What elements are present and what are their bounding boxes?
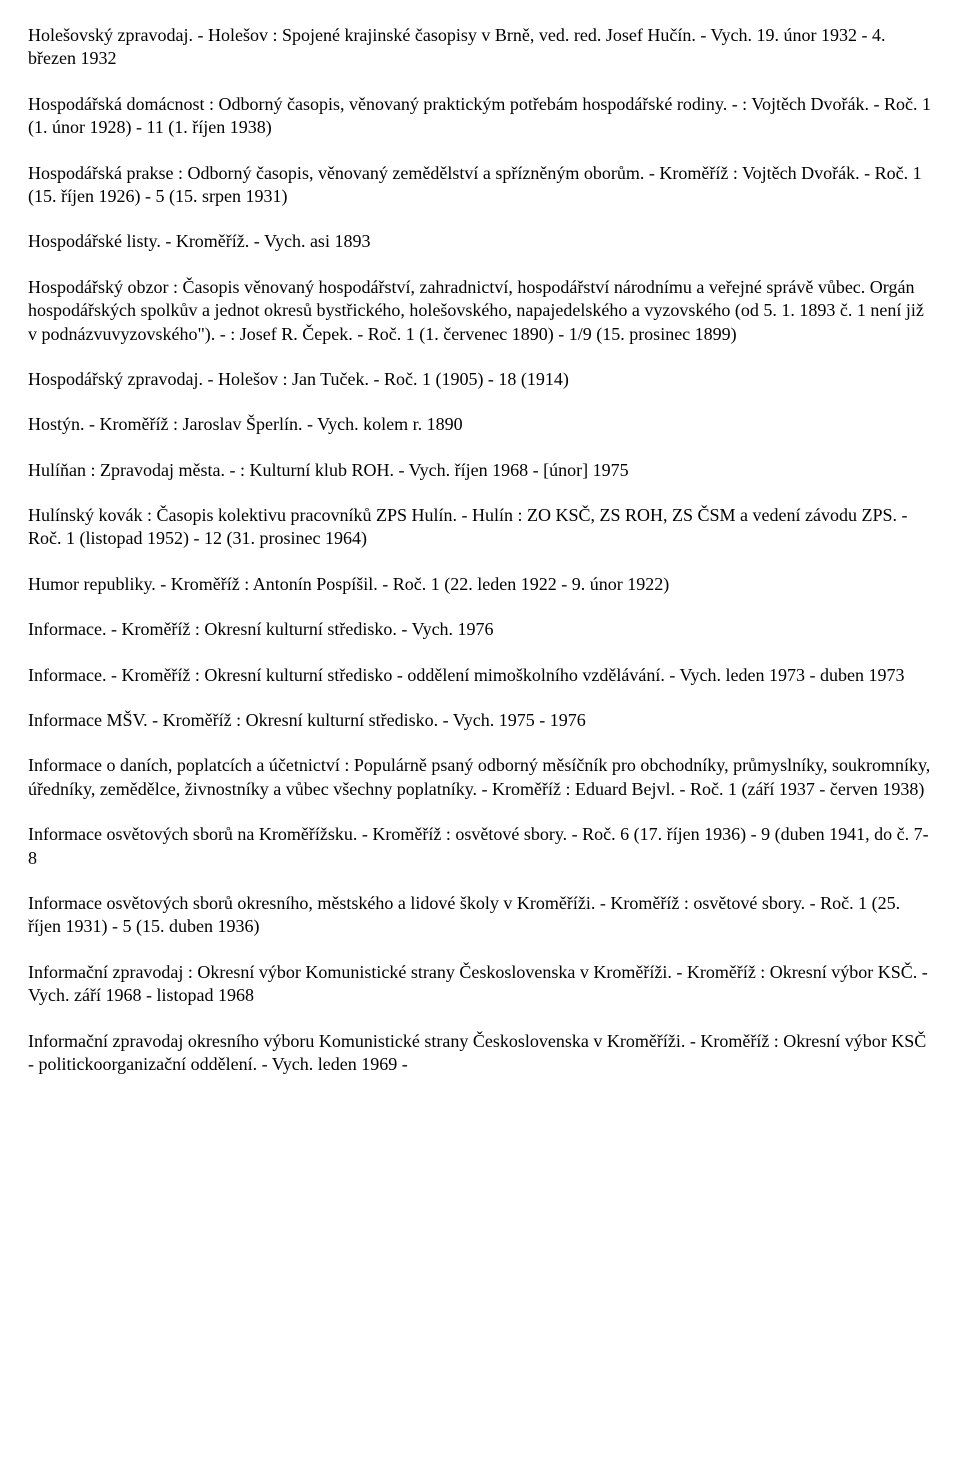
bibliography-entry: Holešovský zpravodaj. - Holešov : Spojen… xyxy=(28,24,932,71)
bibliography-entry: Informace o daních, poplatcích a účetnic… xyxy=(28,754,932,801)
bibliography-entry: Hospodářský obzor : Časopis věnovaný hos… xyxy=(28,276,932,346)
bibliography-entry: Hulínský kovák : Časopis kolektivu praco… xyxy=(28,504,932,551)
bibliography-entry: Hospodářská domácnost : Odborný časopis,… xyxy=(28,93,932,140)
bibliography-entry: Informace. - Kroměříž : Okresní kulturní… xyxy=(28,664,932,687)
bibliography-entry: Informace osvětových sborů na Kroměřížsk… xyxy=(28,823,932,870)
bibliography-entry: Informace. - Kroměříž : Okresní kulturní… xyxy=(28,618,932,641)
document-body: Holešovský zpravodaj. - Holešov : Spojen… xyxy=(28,24,932,1076)
bibliography-entry: Hostýn. - Kroměříž : Jaroslav Šperlín. -… xyxy=(28,413,932,436)
bibliography-entry: Informační zpravodaj : Okresní výbor Kom… xyxy=(28,961,932,1008)
bibliography-entry: Humor republiky. - Kroměříž : Antonín Po… xyxy=(28,573,932,596)
bibliography-entry: Hospodářská prakse : Odborný časopis, vě… xyxy=(28,162,932,209)
bibliography-entry: Hospodářské listy. - Kroměříž. - Vych. a… xyxy=(28,230,932,253)
bibliography-entry: Hulíňan : Zpravodaj města. - : Kulturní … xyxy=(28,459,932,482)
bibliography-entry: Hospodářský zpravodaj. - Holešov : Jan T… xyxy=(28,368,932,391)
bibliography-entry: Informace MŠV. - Kroměříž : Okresní kult… xyxy=(28,709,932,732)
bibliography-entry: Informační zpravodaj okresního výboru Ko… xyxy=(28,1030,932,1077)
bibliography-entry: Informace osvětových sborů okresního, mě… xyxy=(28,892,932,939)
